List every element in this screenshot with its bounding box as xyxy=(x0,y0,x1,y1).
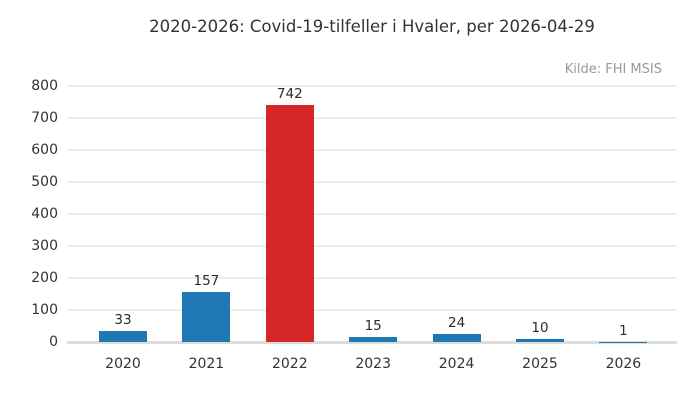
y-tick-label: 100 xyxy=(31,302,58,318)
gridline xyxy=(67,245,677,247)
bar-2024 xyxy=(432,334,481,342)
gridline xyxy=(67,309,677,311)
x-axis-line xyxy=(67,341,677,344)
bar-2022 xyxy=(265,104,314,342)
x-tick-label: 2022 xyxy=(271,356,308,372)
gridline xyxy=(67,277,677,279)
bar-2023 xyxy=(349,337,398,342)
bar-2020 xyxy=(99,331,147,342)
x-tick-label: 2024 xyxy=(438,356,475,372)
plot-area: 0 100 200 300 400 500 600 700 800 33 2020 157 2021 74… xyxy=(31,78,677,372)
gridline xyxy=(67,149,677,151)
x-tick-label: 2021 xyxy=(188,356,225,372)
bar-value-label: 157 xyxy=(193,272,220,289)
x-tick-label: 2025 xyxy=(522,356,558,372)
bar-value-label: 33 xyxy=(114,312,132,329)
y-tick-label: 200 xyxy=(31,270,58,286)
gridline xyxy=(67,117,677,119)
bar-value-label: 1 xyxy=(619,322,628,339)
y-tick-label: 300 xyxy=(31,238,58,254)
bar-value-label: 15 xyxy=(364,318,382,335)
gridline xyxy=(67,85,677,87)
chart-title: 2020-2026: Covid-19-tilfeller i Hvaler, … xyxy=(149,17,595,36)
y-tick-label: 500 xyxy=(31,174,58,190)
y-tick-label: 800 xyxy=(31,78,58,94)
bar-value-label: 10 xyxy=(531,319,549,336)
source-label: Kilde: FHI MSIS xyxy=(564,62,662,77)
y-tick-label: 600 xyxy=(31,142,58,158)
bar-value-label: 742 xyxy=(276,85,303,102)
x-tick-label: 2020 xyxy=(105,356,141,372)
gridline xyxy=(67,181,677,183)
y-tick-label: 0 xyxy=(49,334,58,350)
bar-2021 xyxy=(182,291,231,342)
y-tick-label: 700 xyxy=(31,110,58,126)
x-tick-label: 2023 xyxy=(355,356,391,372)
y-tick-label: 400 xyxy=(31,206,58,222)
bar-2025 xyxy=(516,338,564,342)
gridline xyxy=(67,213,677,215)
x-tick-label: 2026 xyxy=(605,356,642,372)
bar-value-label: 24 xyxy=(448,315,466,332)
